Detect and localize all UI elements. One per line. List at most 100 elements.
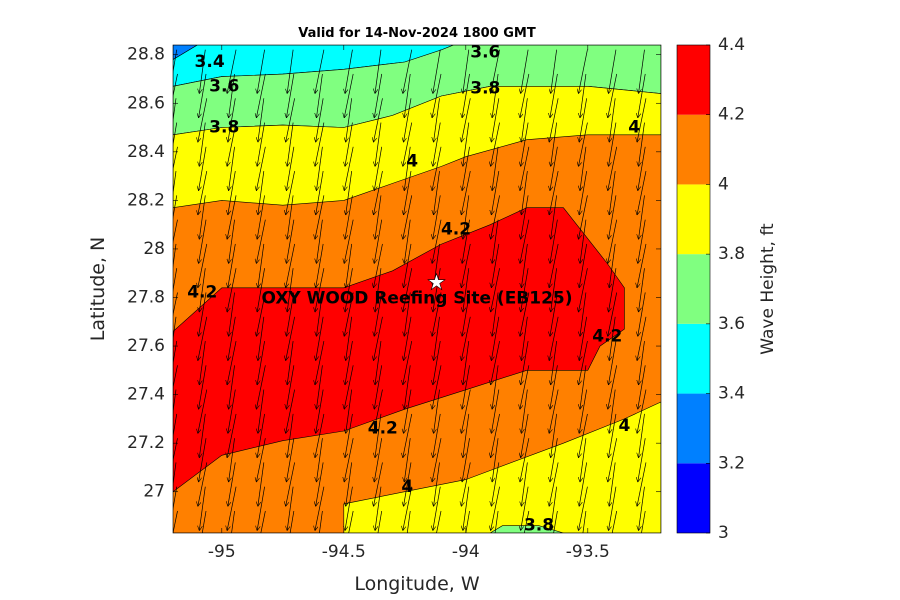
x-tick-label: -93.5 <box>566 542 610 562</box>
direction-arrow <box>316 219 323 264</box>
direction-arrow <box>403 340 413 385</box>
direction-arrow <box>549 462 559 506</box>
direction-arrow <box>551 195 557 239</box>
direction-arrow <box>404 146 411 191</box>
direction-arrow <box>173 365 178 390</box>
direction-arrow <box>432 219 442 264</box>
direction-arrow <box>578 486 588 531</box>
direction-arrow <box>345 486 353 531</box>
direction-arrow <box>229 365 235 409</box>
direction-arrow <box>199 413 206 458</box>
direction-arrow <box>173 340 178 366</box>
direction-arrow <box>434 171 440 215</box>
direction-arrow <box>520 146 530 191</box>
direction-arrow <box>173 268 178 293</box>
direction-arrow <box>465 510 470 533</box>
contour-labels: 3.4 3.6 3.6 3.8 3.8 4 4 4.2 4.2 4.2 4.2 4 4 3.8 <box>187 45 640 533</box>
x-axis-label: Longitude, W <box>354 573 480 595</box>
direction-arrow <box>551 341 557 385</box>
direction-arrow <box>316 243 324 288</box>
direction-arrow <box>228 243 236 288</box>
direction-arrow <box>199 268 206 312</box>
direction-arrow <box>608 49 617 94</box>
direction-arrow <box>578 268 588 312</box>
direction-arrow <box>491 49 500 94</box>
direction-arrow <box>173 316 177 361</box>
direction-arrow <box>638 49 645 94</box>
direction-arrow <box>463 268 470 312</box>
direction-arrow <box>286 462 295 506</box>
direction-arrow <box>286 365 295 409</box>
direction-arrow <box>403 122 413 167</box>
direction-arrow <box>198 171 208 215</box>
direction-arrow <box>638 365 646 409</box>
direction-arrow <box>491 462 500 506</box>
direction-arrow <box>344 365 354 409</box>
direction-arrow <box>374 146 383 191</box>
direction-arrow <box>286 219 295 264</box>
direction-arrow <box>373 98 383 142</box>
direction-arrow <box>258 462 265 506</box>
direction-arrow <box>463 413 470 458</box>
direction-arrow <box>551 413 557 458</box>
direction-arrow <box>258 171 265 215</box>
direction-arrow <box>375 486 382 531</box>
direction-arrow <box>433 49 441 94</box>
site-star-icon: ★ <box>427 270 447 295</box>
direction-arrow <box>580 292 587 336</box>
direction-arrow <box>287 49 294 94</box>
direction-arrow <box>549 98 559 142</box>
colorbar-segment <box>677 254 710 324</box>
colorbar-ticks: 3 3.2 3.4 3.6 3.8 4 4.2 4.4 <box>706 35 745 543</box>
direction-arrow <box>316 98 324 142</box>
direction-arrow <box>492 146 499 191</box>
y-tick-label: 28.8 <box>127 45 165 65</box>
direction-arrow <box>579 389 588 434</box>
direction-arrow <box>227 268 237 312</box>
direction-arrow <box>229 219 235 264</box>
direction-arrow <box>521 122 529 167</box>
direction-arrow <box>550 438 558 482</box>
direction-arrow <box>345 195 353 239</box>
direction-arrow <box>377 510 383 533</box>
direction-arrow <box>491 486 500 531</box>
direction-arrow <box>375 268 382 312</box>
contour-label: 3.8 <box>209 118 239 138</box>
direction-arrow <box>492 219 499 264</box>
colorbar-tick-label: 3 <box>718 523 729 543</box>
colorbar-tick-label: 4 <box>718 174 729 194</box>
direction-arrow <box>434 316 440 361</box>
direction-arrow <box>344 146 354 191</box>
contour-label: 3.6 <box>209 76 239 96</box>
direction-arrow <box>608 438 618 482</box>
direction-arrow <box>346 171 353 215</box>
direction-arrow <box>286 98 295 142</box>
direction-arrow <box>492 438 499 482</box>
colorbar-segment <box>677 184 710 255</box>
direction-arrow <box>173 438 178 462</box>
colorbar-segment <box>677 323 710 394</box>
direction-arrow <box>549 171 559 215</box>
direction-arrow <box>521 389 528 434</box>
direction-arrow <box>608 146 618 191</box>
y-axis-label: Latitude, N <box>87 237 109 342</box>
direction-arrow <box>608 413 617 458</box>
direction-arrow <box>638 341 645 385</box>
direction-arrow <box>549 389 559 434</box>
direction-arrow <box>286 438 295 482</box>
direction-arrow <box>637 462 647 506</box>
direction-arrow <box>580 219 587 264</box>
direction-arrow <box>609 98 616 142</box>
direction-arrow <box>228 171 236 215</box>
direction-arrow <box>550 146 558 191</box>
direction-arrow <box>315 195 325 239</box>
direction-arrow <box>229 146 235 191</box>
direction-arrow <box>316 365 323 409</box>
direction-arrow <box>403 98 412 142</box>
direction-arrow <box>227 486 237 531</box>
direction-arrow <box>374 292 383 336</box>
direction-arrow <box>375 122 382 167</box>
direction-arrow <box>374 365 383 409</box>
direction-arrow <box>434 243 440 288</box>
direction-arrow <box>199 73 207 118</box>
